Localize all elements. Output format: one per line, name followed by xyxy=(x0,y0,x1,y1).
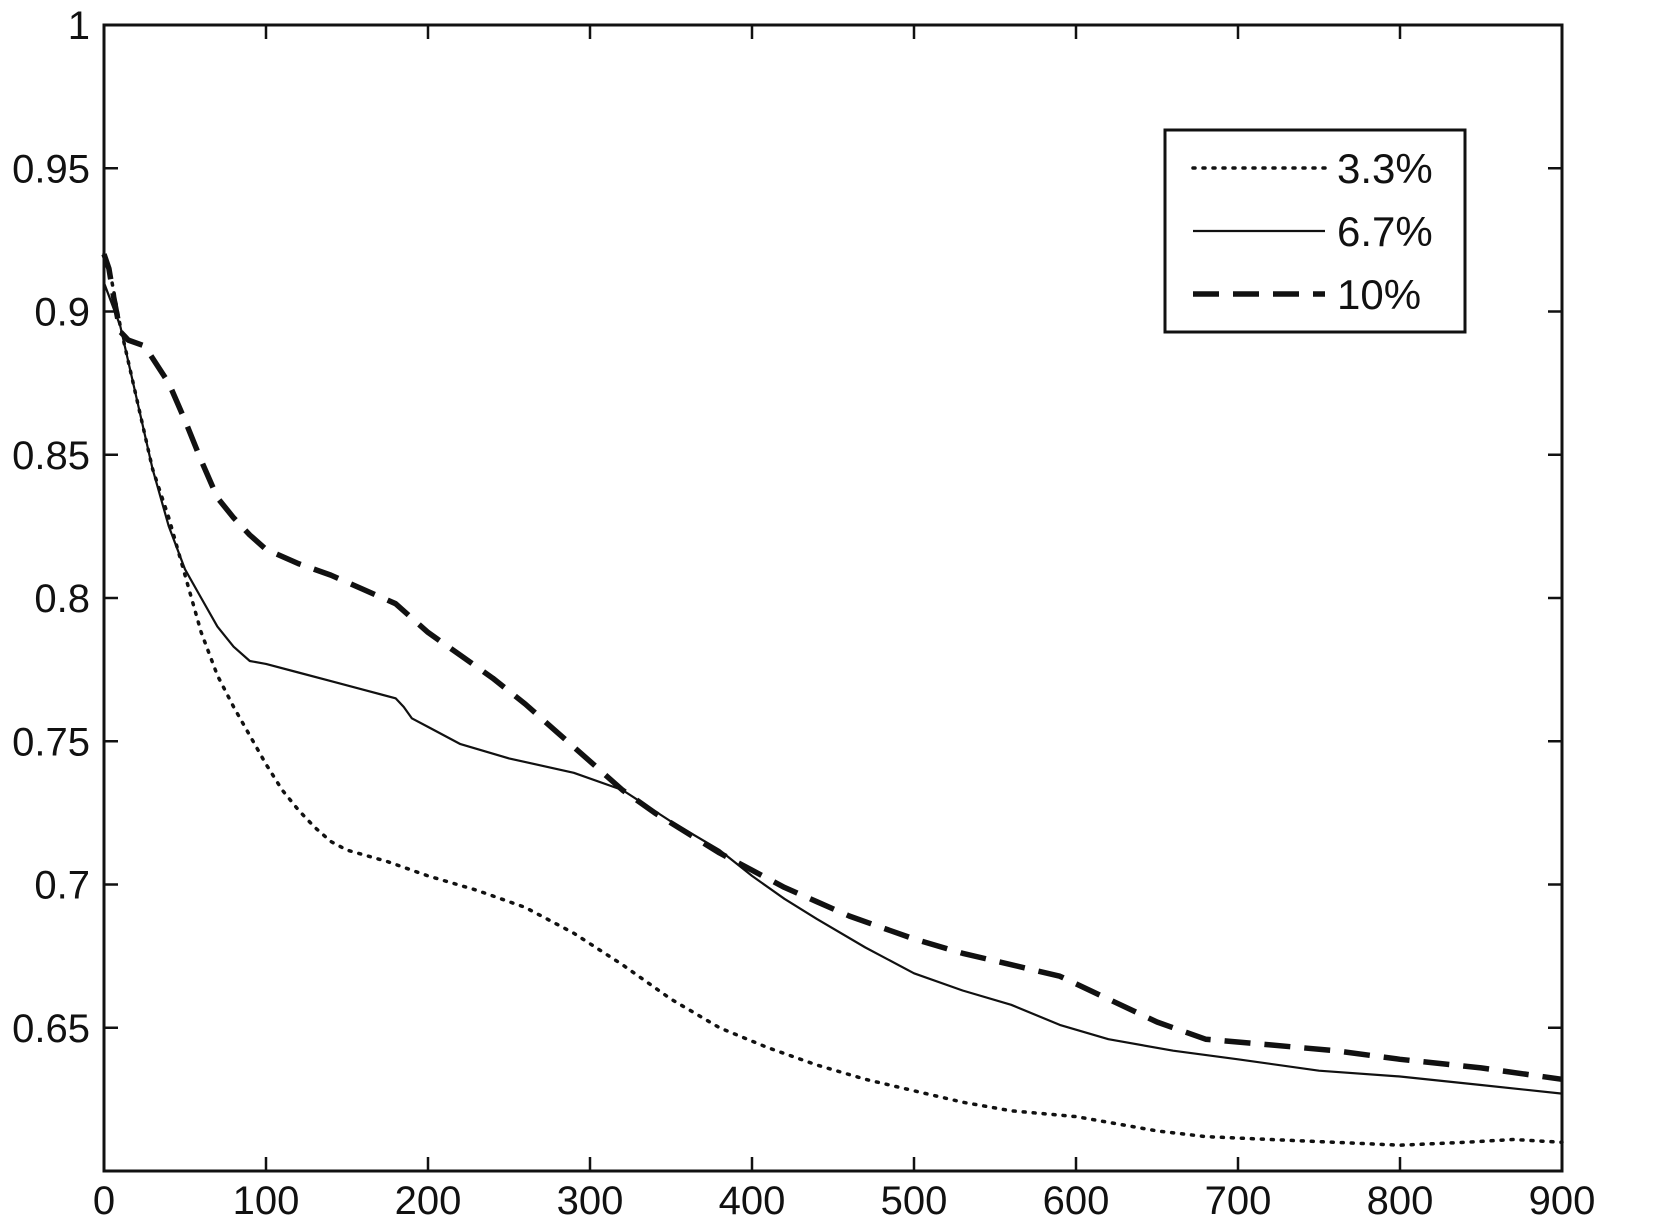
y-tick-label: 0.65 xyxy=(12,1007,90,1051)
x-tick-label: 0 xyxy=(93,1179,115,1223)
axes: 0 100 200 300 400 500 600 700 800 900 0.65 0.7 0.75 0… xyxy=(12,4,1595,1223)
x-tick-label: 900 xyxy=(1529,1179,1596,1223)
x-tick-label: 400 xyxy=(719,1179,786,1223)
x-tick-label: 200 xyxy=(395,1179,462,1223)
series-line-6.7% xyxy=(102,282,1563,1095)
y-tick-label: 0.75 xyxy=(12,720,90,764)
y-tick-label: 0.95 xyxy=(12,147,90,191)
x-tick-label: 300 xyxy=(557,1179,624,1223)
legend-label: 6.7% xyxy=(1337,208,1433,255)
y-tick-label: 0.9 xyxy=(34,291,90,335)
legend-label: 3.3% xyxy=(1337,145,1433,192)
x-tick-label: 700 xyxy=(1205,1179,1272,1223)
series-line-3.3% xyxy=(102,252,1564,1147)
y-tick-label: 1 xyxy=(68,4,90,48)
series-line-10% xyxy=(101,253,1563,1083)
y-tick-label: 0.7 xyxy=(34,864,90,908)
y-tick-label: 0.8 xyxy=(34,577,90,621)
legend: 3.3% 6.7% 10% xyxy=(1163,128,1467,334)
legend-label: 10% xyxy=(1337,271,1421,318)
x-tick-label: 600 xyxy=(1043,1179,1110,1223)
x-tick-label: 800 xyxy=(1367,1179,1434,1223)
x-tick-label: 500 xyxy=(881,1179,948,1223)
series-layer xyxy=(101,252,1564,1147)
y-tick-label: 0.85 xyxy=(12,434,90,478)
x-tick-label: 100 xyxy=(233,1179,300,1223)
